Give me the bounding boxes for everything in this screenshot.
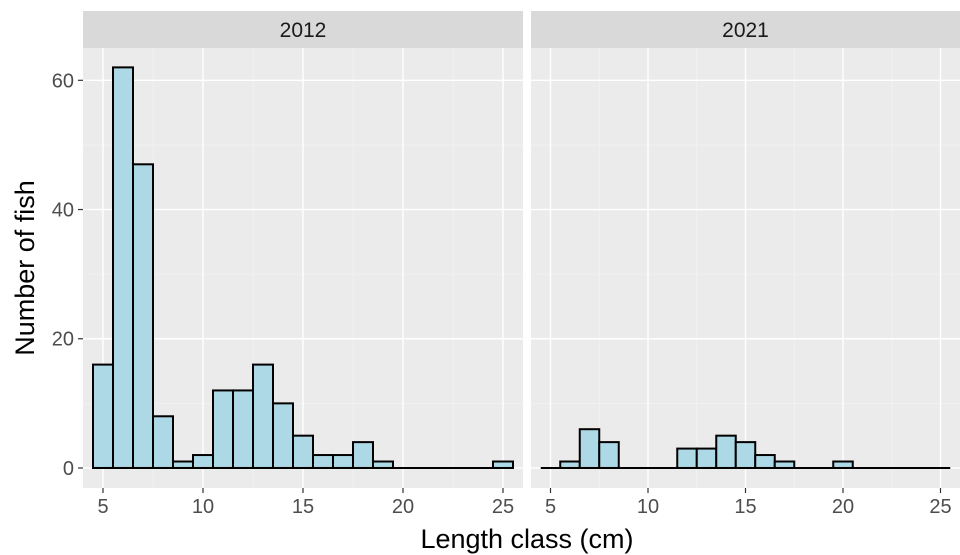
histogram-bar: [695, 447, 718, 469]
x-tick-label: 20: [832, 496, 854, 518]
histogram-bar: [676, 447, 698, 469]
y-tick-label: 0: [63, 458, 74, 480]
x-tick-label: 10: [637, 496, 659, 518]
panels-layer: 2012 5 10 15 20 25 2021 5 10 15 20 25: [83, 11, 960, 518]
histogram-bar: [132, 163, 154, 469]
histogram-bar: [598, 441, 620, 469]
histogram-bar: [212, 389, 234, 469]
panel-2021: 2021 5 10 15 20 25: [531, 11, 960, 518]
histogram-bar: [332, 454, 354, 469]
panel-2012: 2012 5 10 15 20 25: [83, 11, 523, 518]
strip-background: [83, 11, 523, 48]
y-tick-label: 20: [52, 329, 74, 351]
histogram-bar: [578, 428, 601, 469]
histogram-bar: [292, 434, 314, 469]
histogram-bar: [352, 441, 374, 469]
strip-label: 2021: [722, 19, 769, 42]
x-tick-label: 10: [192, 496, 214, 518]
x-tick-label: 15: [292, 496, 314, 518]
histogram-bar: [112, 66, 134, 469]
histogram-bar: [754, 454, 776, 469]
histogram-bar: [232, 389, 254, 469]
x-tick-label: 25: [492, 496, 514, 518]
histogram-bar: [312, 454, 334, 469]
y-tick-label: 40: [52, 200, 74, 222]
histogram-bar: [715, 434, 737, 469]
y-axis: 0 20 40 60: [52, 70, 83, 480]
x-tick-label: 25: [929, 496, 951, 518]
y-tick-label: 60: [52, 70, 74, 92]
histogram-bar: [192, 454, 214, 469]
histogram-bar: [92, 363, 114, 469]
x-tick-label: 15: [734, 496, 756, 518]
x-axis-title: Length class (cm): [420, 524, 633, 554]
x-tick-label: 5: [97, 496, 108, 518]
histogram-bar: [252, 363, 274, 469]
strip-label: 2012: [280, 19, 327, 42]
strip-background: [531, 11, 960, 48]
histogram-bar: [152, 415, 174, 469]
histogram-bar: [272, 402, 294, 469]
histogram-bar: [734, 441, 757, 469]
x-tick-label: 5: [545, 496, 556, 518]
x-tick-label: 20: [392, 496, 414, 518]
y-axis-title: Number of fish: [10, 180, 40, 356]
